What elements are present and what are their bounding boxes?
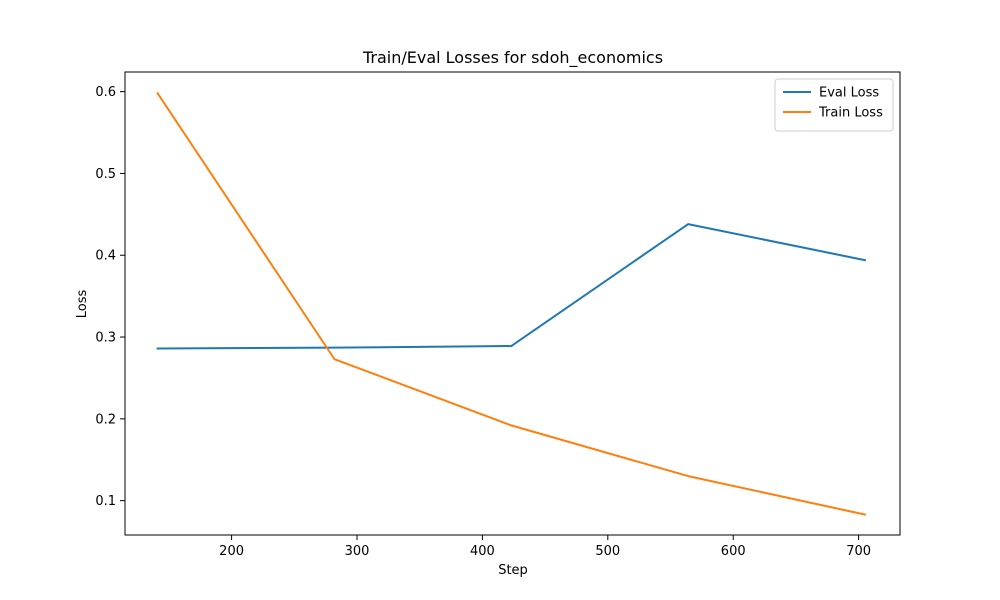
x-tick-label: 400: [470, 544, 495, 559]
legend-label: Train Loss: [818, 106, 883, 121]
y-tick-label: 0.6: [95, 85, 116, 100]
x-tick-label: 200: [219, 544, 244, 559]
plot-frame: [124, 71, 901, 536]
chart-title: Train/Eval Losses for sdoh_economics: [362, 48, 663, 68]
series-line-eval-loss: [156, 223, 867, 350]
x-axis-label: Step: [498, 563, 528, 578]
x-tick-label: 700: [846, 544, 871, 559]
legend: Eval Loss Train Loss: [774, 78, 894, 132]
series-line-train-loss: [156, 91, 867, 516]
legend-label: Eval Loss: [819, 86, 879, 101]
y-tick-label: 0.2: [95, 412, 116, 427]
y-tick-label: 0.4: [95, 249, 116, 264]
x-tick-label: 500: [595, 544, 620, 559]
plot-area: 200 300 400 500 600 700 0.1 0.2 0.3 0.4 0.5 0.6: [95, 71, 901, 559]
y-tick-label: 0.1: [95, 494, 116, 509]
y-tick-label: 0.3: [95, 331, 116, 346]
y-tick-label: 0.5: [95, 167, 116, 182]
x-tick-label: 600: [721, 544, 746, 559]
x-tick-label: 300: [345, 544, 370, 559]
y-axis-label: Loss: [75, 290, 90, 319]
